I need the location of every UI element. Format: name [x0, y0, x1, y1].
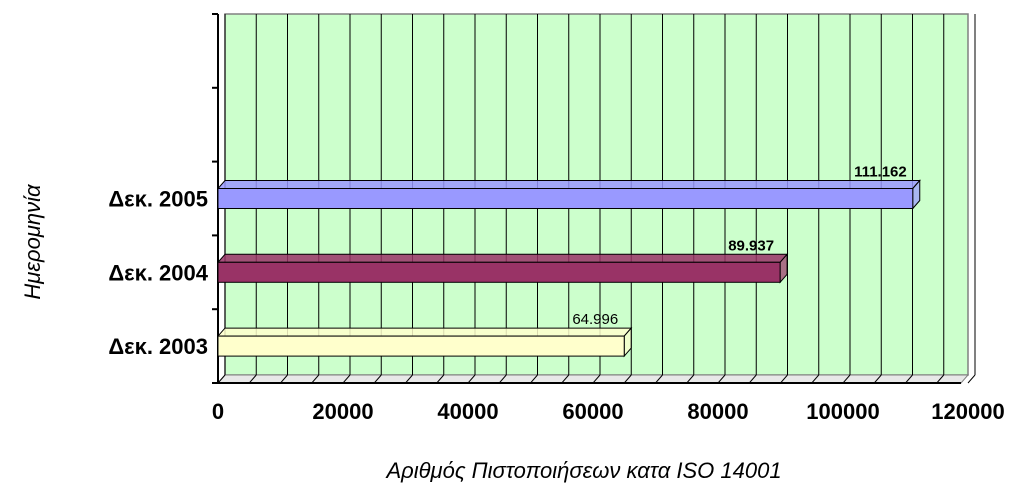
- data-label: 89.937: [728, 237, 774, 254]
- x-tick-label: 120000: [931, 399, 1004, 424]
- floor-gridline: [842, 374, 851, 384]
- bar-top-face: [216, 327, 633, 337]
- floor-gridline: [655, 374, 663, 384]
- floor-gridline: [873, 374, 882, 384]
- tick-labels: Δεκ. 2003 Δεκ. 2004 Δεκ. 2005 0 20000 40000 60…: [108, 187, 1004, 425]
- y-tick-label: Δεκ. 2005: [108, 187, 208, 212]
- x-tick-label: 60000: [562, 399, 623, 424]
- bar-top-face: [216, 253, 789, 263]
- floor-gridline: [530, 374, 538, 384]
- floor-gridline: [561, 374, 570, 384]
- data-labels: 64.996 89.937 111.162: [572, 164, 906, 329]
- bar-top-face: [216, 180, 921, 189]
- plot-floor: [216, 374, 970, 384]
- bars: [216, 179, 921, 358]
- floor-gridline: [217, 374, 226, 384]
- x-tick-label: 20000: [312, 399, 373, 424]
- x-tick-label: 40000: [437, 399, 498, 424]
- bar: [217, 261, 781, 283]
- x-axis-title: Αριθμός Πιστοποιήσεων κατα ISO 14001: [384, 458, 781, 483]
- floor-gridline: [592, 374, 601, 384]
- floor-gridline: [967, 374, 976, 384]
- floor-gridline: [623, 374, 632, 384]
- data-label: 111.162: [854, 164, 907, 181]
- floor-gridline: [905, 374, 913, 384]
- bar: [217, 335, 625, 357]
- floor-gridline: [467, 374, 476, 384]
- y-tick-label: Δεκ. 2004: [108, 260, 208, 285]
- floor-gridline: [780, 374, 788, 384]
- data-label: 64.996: [572, 311, 618, 328]
- floor-gridline: [686, 374, 695, 384]
- floor-gridline: [342, 374, 351, 384]
- floor-gridline: [311, 374, 320, 384]
- x-tick-label: 100000: [806, 399, 879, 424]
- floor-gridline: [280, 374, 288, 384]
- floor-gridline: [498, 374, 507, 384]
- y-axis-title: Ημερομηνία: [20, 183, 45, 300]
- bar: [217, 188, 914, 209]
- floor-gridline: [936, 374, 945, 384]
- floor-gridline: [748, 374, 757, 384]
- floor-gridline: [373, 374, 382, 384]
- floor-gridline: [405, 374, 413, 384]
- floor-gridline: [436, 374, 445, 384]
- x-tick-label: 80000: [687, 399, 748, 424]
- floor-gridline: [717, 374, 726, 384]
- floor-gridline: [811, 374, 820, 384]
- x-tick-label: 0: [212, 399, 224, 424]
- floor-gridline: [248, 374, 257, 384]
- y-tick-label: Δεκ. 2003: [108, 334, 208, 359]
